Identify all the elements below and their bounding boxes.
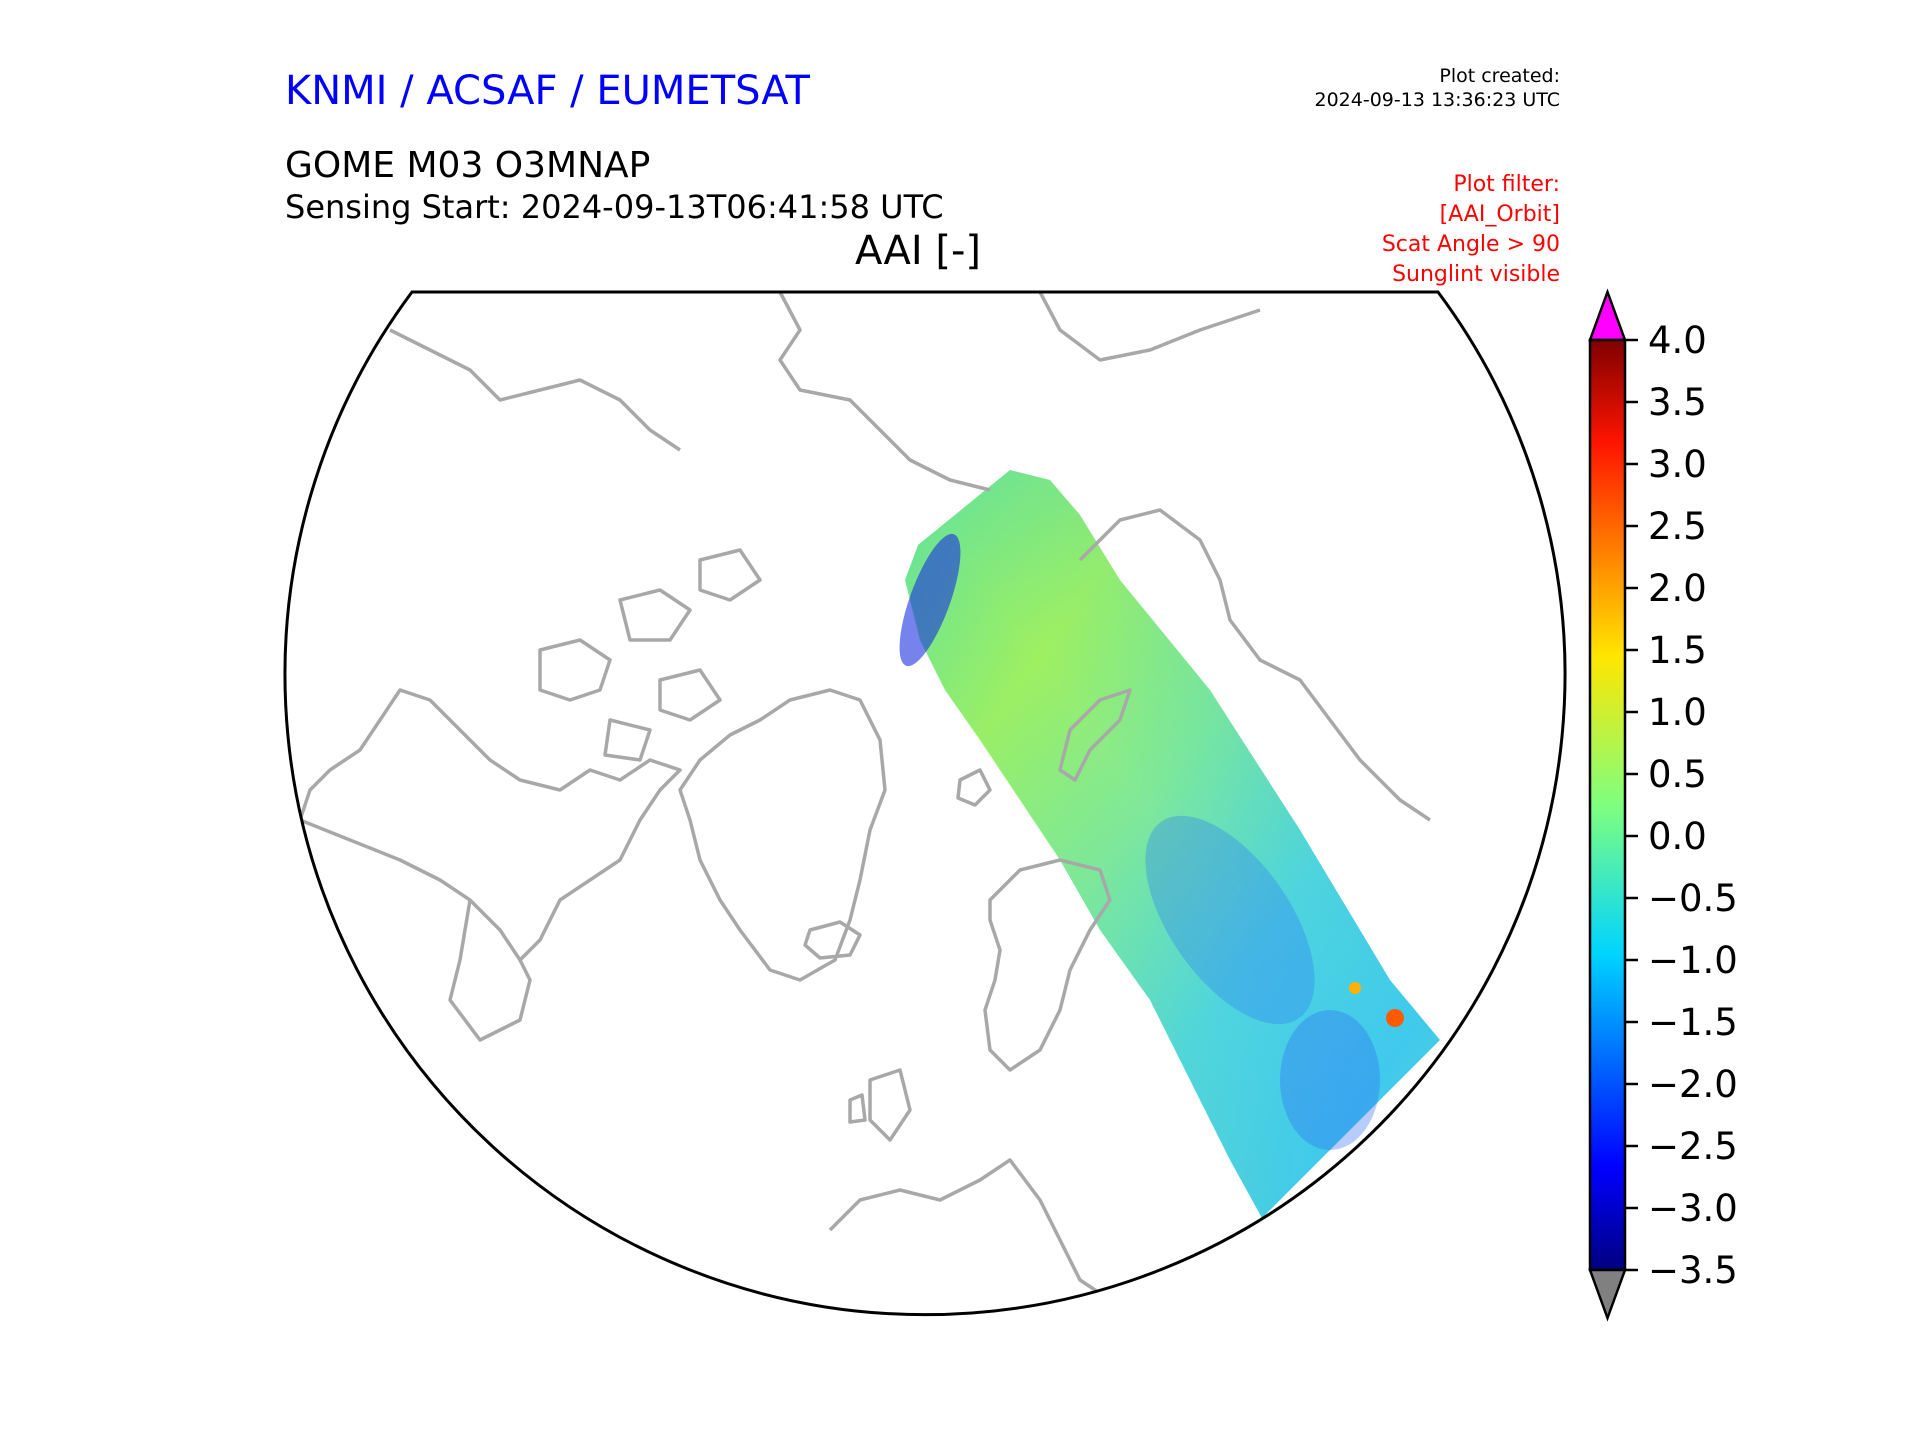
colorbar-tick-label: 0.0 xyxy=(1648,815,1707,858)
colorbar-tick-label: 2.0 xyxy=(1648,567,1707,610)
coastline-north-america xyxy=(298,688,682,962)
coastline-siberia xyxy=(778,292,991,492)
swath-low-patch xyxy=(1145,815,1315,1025)
map-content xyxy=(298,292,1440,1302)
product-name: GOME M03 O3MNAP xyxy=(285,145,651,186)
plot-filter-line: Sunglint visible xyxy=(1392,262,1560,287)
sensing-start: Sensing Start: 2024-09-13T06:41:58 UTC xyxy=(285,188,944,226)
organization-title: KNMI / ACSAF / EUMETSAT xyxy=(285,68,810,114)
colorbar-tick-label: 1.5 xyxy=(1648,629,1707,672)
coastline-svalbard xyxy=(956,768,992,807)
coastlines xyxy=(298,292,1431,1302)
colorbar-under-triangle xyxy=(1588,1268,1627,1322)
colorbar-tick-label: 3.0 xyxy=(1648,443,1707,486)
colorbar: 4.0 3.5 3.0 2.5 2.0 1.5 1.0 0.5 0.0 −0.5 −1.0 −1.5 −… xyxy=(1588,288,1738,1322)
colorbar-tick-label: −1.5 xyxy=(1648,1001,1738,1044)
plot-filter-line: [AAI_Orbit] xyxy=(1439,202,1560,227)
coastline-scandinavia xyxy=(983,858,1112,1072)
coastline-hudson-bay xyxy=(448,899,532,1042)
colorbar-tick-label: −2.0 xyxy=(1648,1063,1738,1106)
quantity-title: AAI [-] xyxy=(855,228,981,274)
map-frame xyxy=(283,290,1567,1317)
plot-created-timestamp: 2024-09-13 13:36:23 UTC xyxy=(1314,89,1561,111)
colorbar-tick-label: 1.0 xyxy=(1648,691,1707,734)
colorbar-tick-label: −3.5 xyxy=(1648,1249,1738,1292)
colorbar-tick-label: 2.5 xyxy=(1648,505,1707,548)
coastline-russia xyxy=(1078,508,1431,822)
coastline-canada-islands xyxy=(538,548,762,762)
plot-filter-label: Plot filter: xyxy=(1453,172,1560,197)
colorbar-tick-label: 0.5 xyxy=(1648,753,1707,796)
coastline-iceland xyxy=(803,920,862,960)
colorbar-ticks: 4.0 3.5 3.0 2.5 2.0 1.5 1.0 0.5 0.0 −0.5 −1.0 −1.5 −… xyxy=(1625,319,1738,1292)
colorbar-tick-label: −3.0 xyxy=(1648,1187,1738,1230)
swath-low-patch xyxy=(1280,1010,1380,1150)
coastline-novaya-zemlya xyxy=(1058,688,1132,782)
plot-created-label: Plot created: xyxy=(1439,65,1560,87)
coastline-british-isles xyxy=(848,1068,912,1142)
coastline-europe xyxy=(828,1158,1111,1302)
colorbar-tick-label: −1.0 xyxy=(1648,939,1738,982)
data-swath-overlay xyxy=(905,470,1440,1218)
coastline-greenland xyxy=(678,688,887,982)
plot-filter-line: Scat Angle > 90 xyxy=(1381,232,1560,257)
swath-edge-patch xyxy=(899,533,961,667)
plot-created: Plot created: 2024-09-13 13:36:23 UTC xyxy=(1315,64,1561,112)
colorbar-tick-label: 3.5 xyxy=(1648,381,1707,424)
coastline-chukotka xyxy=(1038,292,1261,362)
swath-high-spot xyxy=(1386,1009,1404,1027)
coastline-alaska xyxy=(389,328,681,452)
colorbar-tick-label: −2.5 xyxy=(1648,1125,1738,1168)
swath-high-spot xyxy=(1349,982,1361,994)
colorbar-over-triangle xyxy=(1588,288,1627,342)
plot-filter: Plot filter: [AAI_Orbit] Scat Angle > 90… xyxy=(1382,170,1560,290)
colorbar-tick-label: −0.5 xyxy=(1648,877,1738,920)
colorbar-body xyxy=(1588,338,1627,1272)
colorbar-tick-label: 4.0 xyxy=(1648,319,1707,362)
